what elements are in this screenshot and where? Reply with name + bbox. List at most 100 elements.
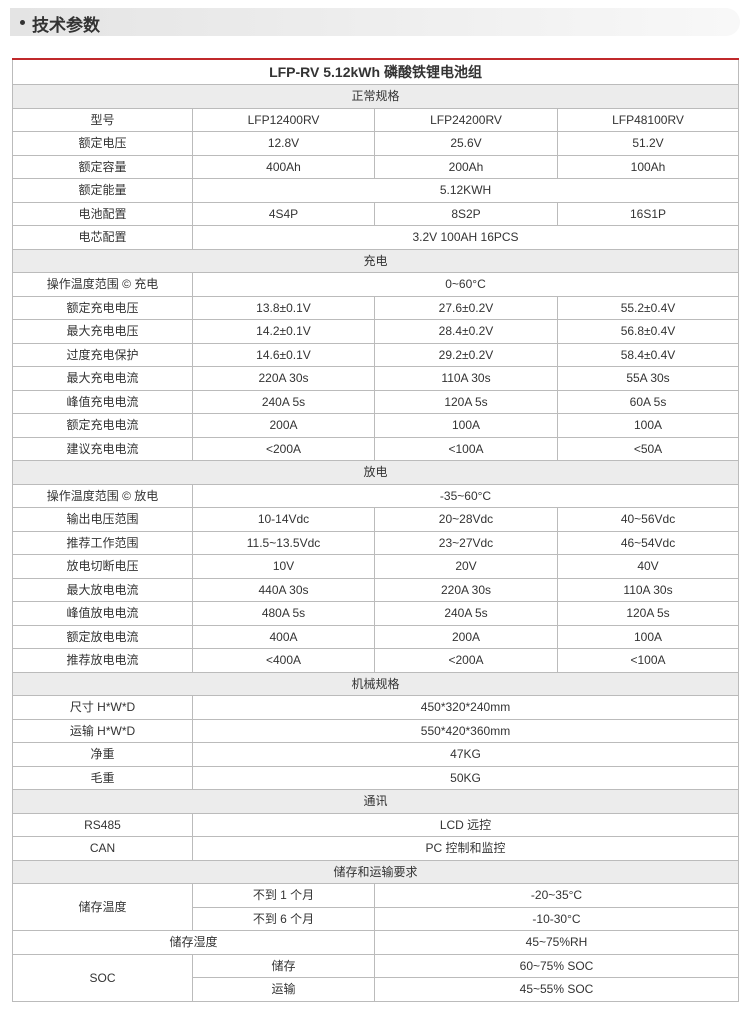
row-label: 运输 bbox=[192, 977, 375, 1002]
cell: LFP48100RV bbox=[556, 107, 740, 132]
data-row: 推荐工作范围 11.5~13.5Vdc 23~27Vdc 46~54Vdc bbox=[12, 530, 740, 555]
row-label: 额定放电电流 bbox=[12, 624, 193, 649]
cell: 450*320*240mm bbox=[191, 695, 740, 720]
table-body: LFP-RV 5.12kWh 磷酸铁锂电池组 正常规格 型号 LFP12400RV L… bbox=[11, 58, 740, 1002]
row-label: 操作温度范围 © 放电 bbox=[12, 483, 193, 508]
row-label: 储存湿度 bbox=[12, 930, 375, 955]
data-row: 峰值放电电流 480A 5s 240A 5s 120A 5s bbox=[12, 601, 740, 626]
row-label: 过度充电保护 bbox=[12, 342, 193, 367]
section-row: 储存和运输要求 bbox=[11, 859, 740, 884]
cell: PC 控制和监控 bbox=[191, 836, 740, 861]
row-label: 峰值放电电流 bbox=[12, 601, 193, 626]
data-row: 额定充电电流 200A 100A 100A bbox=[12, 413, 740, 438]
data-row: 最大放电电流 440A 30s 220A 30s 110A 30s bbox=[12, 577, 740, 602]
data-row: 操作温度范围 © 充电 0~60°C bbox=[12, 272, 740, 297]
cell: 45~75%RH bbox=[373, 930, 740, 955]
cell: 40~56Vdc bbox=[556, 507, 740, 532]
cell: 不到 1 个月 bbox=[192, 883, 375, 908]
cell: 100A bbox=[556, 413, 740, 438]
row-label: 不到 6 个月 bbox=[192, 906, 375, 931]
cell: 220A 30s bbox=[374, 577, 558, 602]
section-row: 放电 bbox=[11, 460, 740, 485]
section-row: 通讯 bbox=[11, 789, 740, 814]
cell: -20~35°C bbox=[373, 883, 740, 908]
row-label: 操作温度范围 © 充电 bbox=[12, 272, 193, 297]
cell: 40V bbox=[556, 554, 740, 579]
section-row: 充电 bbox=[11, 248, 740, 273]
cell: <200A bbox=[192, 436, 375, 461]
data-row: 最大充电电压 14.2±0.1V 28.4±0.2V 56.8±0.4V bbox=[12, 319, 740, 344]
section-row: 正常规格 bbox=[11, 84, 740, 109]
cell: 10V bbox=[192, 554, 375, 579]
cell: 60~75% SOC bbox=[373, 953, 740, 978]
cell: 16S1P bbox=[556, 201, 740, 226]
cell: 5.12KWH bbox=[191, 178, 740, 203]
cell: 240A 5s bbox=[192, 389, 375, 414]
cell: 110A 30s bbox=[556, 577, 740, 602]
row-label: 净重 bbox=[12, 742, 193, 767]
data-row: 额定电压 12.8V 25.6V 51.2V bbox=[12, 131, 740, 156]
data-row: 运输 45~55% SOC bbox=[13, 977, 740, 1002]
cell: 14.2±0.1V bbox=[192, 319, 375, 344]
cell: 8S2P bbox=[374, 201, 558, 226]
cell: 110A 30s bbox=[374, 366, 558, 391]
cell: -35~60°C bbox=[191, 483, 740, 508]
cell: 100A bbox=[556, 624, 740, 649]
cell: 58.4±0.4V bbox=[556, 342, 740, 367]
cell: LFP12400RV bbox=[192, 107, 375, 132]
cell: 10-14Vdc bbox=[192, 507, 375, 532]
data-row: 尺寸 H*W*D 450*320*240mm bbox=[12, 695, 740, 720]
cell: 400Ah bbox=[192, 154, 375, 179]
row-label: 最大充电电压 bbox=[12, 319, 193, 344]
cell: 27.6±0.2V bbox=[374, 295, 558, 320]
row-label: 额定能量 bbox=[12, 178, 193, 203]
cell: <100A bbox=[374, 436, 558, 461]
cell: 100A bbox=[374, 413, 558, 438]
cell: 3.2V 100AH 16PCS bbox=[191, 225, 740, 250]
cell: 55.2±0.4V bbox=[556, 295, 740, 320]
row-label: 毛重 bbox=[12, 765, 193, 790]
section-title: 放电 bbox=[11, 460, 740, 485]
row-label: 尺寸 H*W*D bbox=[12, 695, 193, 720]
table-title: LFP-RV 5.12kWh 磷酸铁锂电池组 bbox=[11, 58, 740, 85]
cell: 储存 bbox=[192, 953, 375, 978]
data-row: CAN PC 控制和监控 bbox=[12, 836, 740, 861]
row-label: 电芯配置 bbox=[12, 225, 193, 250]
row-label: 额定容量 bbox=[12, 154, 193, 179]
section-title: 机械规格 bbox=[11, 671, 740, 696]
section-title: 储存和运输要求 bbox=[11, 859, 740, 884]
data-row: 储存温度 不到 1 个月 -20~35°C bbox=[12, 883, 740, 931]
data-row: 操作温度范围 © 放电 -35~60°C bbox=[12, 483, 740, 508]
row-label: 推荐放电电流 bbox=[12, 648, 193, 673]
row-label: 额定充电电压 bbox=[12, 295, 193, 320]
row-label: 型号 bbox=[12, 107, 193, 132]
data-row: SOC 储存 60~75% SOC bbox=[12, 953, 740, 1002]
data-row: 过度充电保护 14.6±0.1V 29.2±0.2V 58.4±0.4V bbox=[12, 342, 740, 367]
row-label: 储存温度 bbox=[12, 883, 193, 931]
row-label: 输出电压范围 bbox=[12, 507, 193, 532]
cell: 120A 5s bbox=[556, 601, 740, 626]
data-row: 额定能量 5.12KWH bbox=[12, 178, 740, 203]
cell: 51.2V bbox=[556, 131, 740, 156]
header-title: 技术参数 bbox=[32, 16, 100, 35]
cell: <50A bbox=[556, 436, 740, 461]
data-row: 运输 H*W*D 550*420*360mm bbox=[12, 718, 740, 743]
data-row: 额定放电电流 400A 200A 100A bbox=[12, 624, 740, 649]
row-label: 最大充电电流 bbox=[12, 366, 193, 391]
cell: 4S4P bbox=[192, 201, 375, 226]
data-row: 建议充电电流 <200A <100A <50A bbox=[12, 436, 740, 461]
data-row: 额定充电电压 13.8±0.1V 27.6±0.2V 55.2±0.4V bbox=[12, 295, 740, 320]
cell: 56.8±0.4V bbox=[556, 319, 740, 344]
cell: 47KG bbox=[191, 742, 740, 767]
row-label: 电池配置 bbox=[12, 201, 193, 226]
cell: 20V bbox=[374, 554, 558, 579]
cell: LCD 远控 bbox=[191, 812, 740, 837]
cell: 14.6±0.1V bbox=[192, 342, 375, 367]
row-label: 推荐工作范围 bbox=[12, 530, 193, 555]
cell: 25.6V bbox=[374, 131, 558, 156]
cell: 28.4±0.2V bbox=[374, 319, 558, 344]
title-row: LFP-RV 5.12kWh 磷酸铁锂电池组 bbox=[11, 58, 740, 85]
data-row: 输出电压范围 10-14Vdc 20~28Vdc 40~56Vdc bbox=[12, 507, 740, 532]
data-row: 电芯配置 3.2V 100AH 16PCS bbox=[12, 225, 740, 250]
